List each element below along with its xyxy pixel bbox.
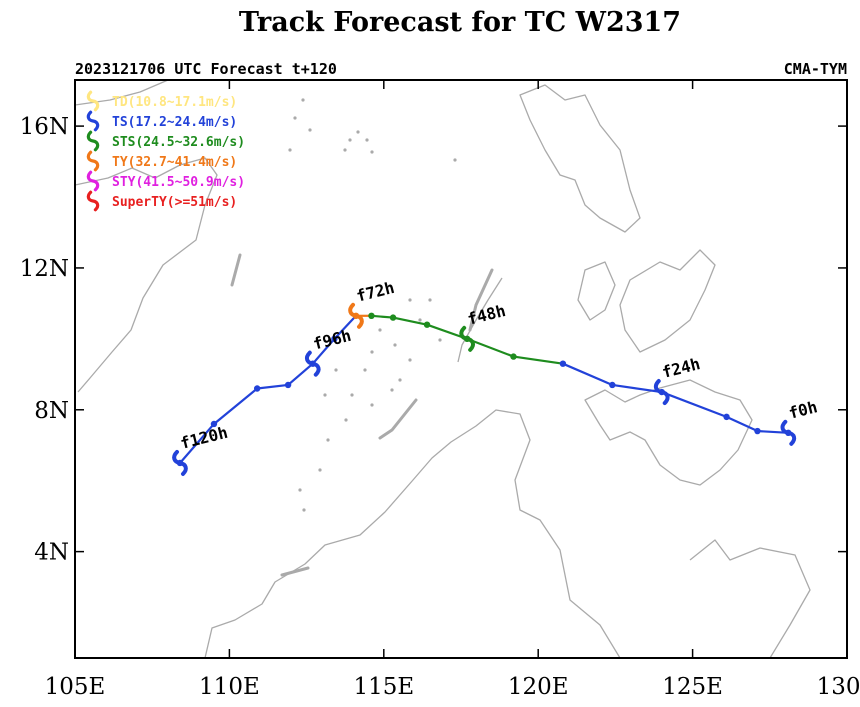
legend-label: SuperTY(>=51m/s): [112, 195, 237, 210]
chart-subtitle-right: CMA-TYM: [784, 60, 847, 78]
track-segment: [513, 355, 564, 365]
cyclone-symbol-icon: [172, 449, 188, 476]
track-point: [368, 312, 375, 320]
cyclone-symbol-icon: [780, 419, 797, 446]
track-point: [510, 353, 517, 360]
legend-label: STS(24.5~32.6m/s): [112, 135, 245, 150]
y-tick-label: 8N: [34, 398, 69, 424]
track-segment: [179, 423, 215, 464]
x-tick-label: 125E: [662, 674, 723, 700]
x-tick-label: 115E: [353, 674, 414, 700]
track-point: [284, 381, 292, 389]
forecast-label: f24h: [660, 354, 702, 382]
legend: TD(10.8~17.1m/s) TS(17.2~24.4m/s) STS(24.5…: [86, 90, 245, 212]
track-point: [754, 427, 761, 435]
track-point: [423, 321, 431, 328]
y-tick-label: 12N: [20, 256, 69, 282]
legend-label: TY(32.7~41.4m/s): [112, 155, 237, 170]
legend-label: TD(10.8~17.1m/s): [112, 95, 237, 110]
track-segment: [257, 383, 289, 390]
cyclone-symbol-icon: [348, 302, 364, 329]
track-segment: [726, 415, 758, 433]
y-tick-label: 16N: [20, 114, 69, 140]
legend-label: STY(41.5~50.9m/s): [112, 175, 245, 190]
legend-cyclone-icon: [86, 130, 100, 152]
forecast-label: f120h: [178, 423, 229, 453]
legend-cyclone-icon: [86, 110, 100, 132]
forecast-label: f96h: [311, 326, 353, 354]
axes: 105E 110E 115E 120E 125E 130E 4N 8N 12N 16N: [20, 80, 860, 700]
legend-cyclone-icon: [86, 90, 100, 112]
x-tick-label: 120E: [508, 674, 569, 700]
legend-cyclone-icon: [86, 170, 100, 192]
forecast-label: f0h: [787, 397, 820, 422]
track-segment: [287, 362, 314, 386]
track-point: [210, 420, 218, 428]
track-point: [331, 335, 338, 343]
x-tick-label: 105E: [45, 674, 106, 700]
track-segment: [562, 362, 613, 386]
track-point: [253, 385, 261, 392]
y-tick-label: 4N: [34, 540, 69, 566]
track-segment: [333, 315, 357, 340]
track-segment: [371, 314, 394, 319]
track-point: [723, 413, 730, 421]
x-tick-label: 130E: [817, 674, 860, 700]
track-point: [609, 381, 616, 389]
track-segment: [661, 391, 727, 418]
track-segment: [311, 338, 336, 365]
chart-title: Track Forecast for TC W2317: [239, 7, 681, 38]
x-tick-label: 110E: [199, 674, 260, 700]
chart-subtitle-left: 2023121706 UTC Forecast t+120: [75, 60, 337, 78]
cyclone-symbol-icon: [653, 379, 670, 406]
forecast-label: f72h: [354, 278, 396, 306]
plot-frame: [74, 79, 848, 659]
track-segment: [213, 387, 258, 425]
cyclone-symbol-icon: [459, 325, 475, 352]
legend-label: TS(17.2~24.4m/s): [112, 115, 237, 130]
forecast-label: f48h: [466, 301, 508, 329]
track-segment: [466, 337, 514, 358]
cyclone-symbol-icon: [304, 350, 321, 377]
track-point: [559, 360, 567, 367]
track-point: [389, 314, 397, 321]
track-segment: [612, 383, 662, 394]
legend-cyclone-icon: [86, 150, 100, 172]
track-segment: [392, 316, 428, 326]
basemap-coastlines: [75, 80, 811, 658]
legend-cyclone-icon: [86, 190, 100, 212]
